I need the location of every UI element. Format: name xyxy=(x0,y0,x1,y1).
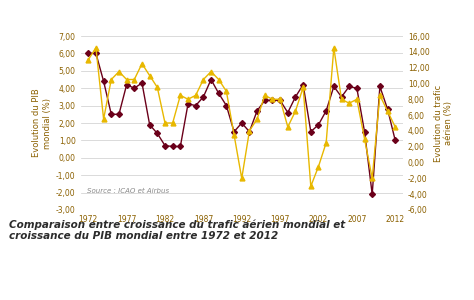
Text: Comparaison entre croissance du trafic aérien mondial et
croissance du PIB mondi: Comparaison entre croissance du trafic a… xyxy=(9,219,346,241)
Text: Source : ICAO et Airbus: Source : ICAO et Airbus xyxy=(87,188,169,194)
Y-axis label: Evolution du trafic
aérien (%): Evolution du trafic aérien (%) xyxy=(434,84,453,162)
Y-axis label: Evolution du PIB
mondial (%): Evolution du PIB mondial (%) xyxy=(32,88,52,158)
